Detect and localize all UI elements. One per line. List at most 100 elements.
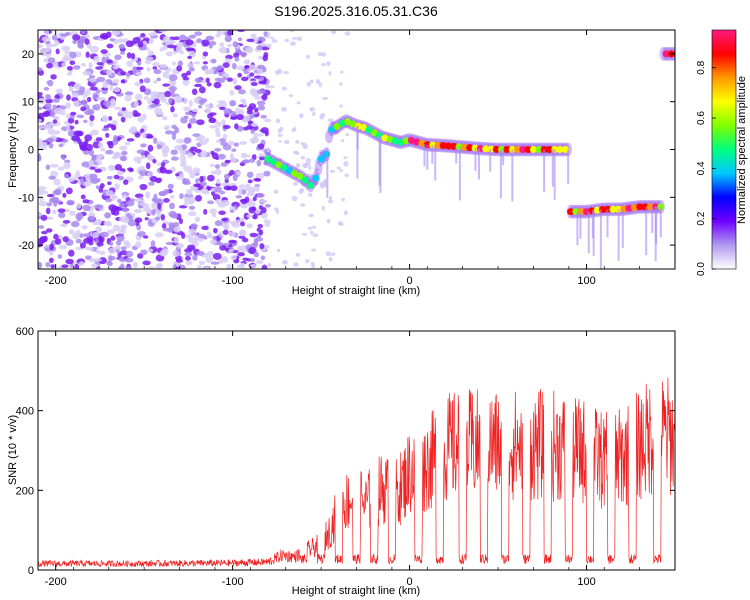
colorbar: 0.0 0.2 0.4 0.6 0.8 Normalized spectral ampl… — [696, 29, 748, 276]
noise-speckle — [172, 250, 180, 257]
noise-speckle — [213, 228, 218, 234]
noise-speckle — [135, 71, 143, 76]
noise-speckle — [163, 145, 169, 152]
noise-speckle — [219, 42, 225, 47]
noise-speckle — [61, 264, 69, 269]
ridge-blob — [535, 146, 543, 153]
noise-speckle — [45, 98, 53, 104]
noise-speckle — [100, 231, 109, 238]
noise-speckle — [288, 30, 295, 33]
noise-speckle — [190, 230, 198, 236]
noise-speckle — [187, 244, 196, 251]
noise-speckle — [318, 82, 322, 88]
noise-speckle — [77, 138, 82, 145]
noise-speckle — [201, 225, 209, 230]
noise-speckle — [38, 189, 44, 196]
noise-speckle — [106, 175, 113, 180]
noise-speckle — [149, 104, 158, 108]
noise-speckle — [136, 149, 146, 154]
noise-speckle — [109, 241, 114, 247]
noise-speckle — [246, 171, 254, 178]
noise-speckle — [48, 43, 57, 48]
ridge-blob — [391, 137, 399, 145]
noise-speckle — [175, 259, 184, 263]
noise-speckle — [57, 208, 66, 213]
spectrogram-ytick-label: 10 — [22, 97, 34, 109]
noise-speckle — [258, 205, 264, 210]
noise-speckle — [159, 47, 165, 52]
ridge-blob — [306, 181, 314, 189]
noise-speckle — [172, 113, 179, 118]
noise-speckle — [227, 30, 234, 36]
noise-speckle — [262, 54, 268, 62]
noise-speckle — [152, 66, 158, 70]
colorbar-ticks: 0.0 0.2 0.4 0.6 0.8 — [696, 60, 716, 276]
noise-speckle — [183, 98, 188, 104]
noise-speckle — [71, 220, 80, 228]
noise-speckle — [63, 159, 71, 163]
noise-speckle — [84, 38, 90, 45]
noise-speckle — [291, 37, 298, 40]
noise-speckle — [218, 242, 224, 247]
noise-speckle — [162, 71, 170, 79]
noise-speckle — [41, 36, 51, 42]
noise-speckle — [228, 239, 237, 244]
noise-speckle — [38, 112, 48, 117]
noise-speckle — [183, 115, 189, 120]
noise-speckle — [194, 31, 203, 36]
noise-speckle — [229, 208, 235, 213]
noise-speckle — [216, 178, 221, 185]
noise-speckle — [260, 127, 269, 134]
noise-speckle — [103, 221, 108, 226]
noise-speckle — [168, 222, 175, 228]
noise-speckle — [46, 45, 51, 52]
noise-speckle — [201, 39, 210, 47]
noise-speckle — [170, 106, 175, 113]
noise-speckle — [91, 154, 97, 162]
noise-speckle — [217, 100, 226, 104]
noise-speckle — [120, 51, 126, 55]
noise-speckle — [81, 225, 88, 230]
noise-speckle — [124, 114, 133, 119]
noise-speckle — [120, 116, 126, 123]
noise-speckle — [150, 240, 156, 248]
noise-speckle — [153, 137, 158, 144]
noise-speckle — [133, 156, 142, 163]
noise-speckle — [128, 111, 133, 115]
noise-speckle — [311, 263, 316, 269]
noise-speckle — [38, 124, 44, 130]
noise-speckle — [78, 261, 85, 266]
noise-speckle — [69, 210, 76, 216]
ridge-blob — [445, 142, 453, 150]
noise-speckle — [187, 55, 193, 60]
noise-speckle — [259, 243, 265, 250]
noise-speckle — [66, 65, 73, 71]
noise-speckle — [325, 251, 332, 257]
noise-speckle — [226, 186, 231, 191]
noise-speckle — [188, 200, 194, 205]
noise-speckle — [69, 60, 76, 66]
noise-speckle — [198, 99, 205, 106]
noise-speckle — [344, 31, 351, 36]
ridge-blob — [413, 138, 421, 146]
noise-speckle — [209, 239, 217, 245]
noise-speckle — [50, 74, 57, 80]
noise-speckle — [275, 118, 281, 124]
noise-speckle — [214, 164, 221, 169]
noise-speckle — [301, 232, 308, 236]
noise-speckle — [45, 94, 52, 100]
noise-speckle — [252, 214, 258, 220]
noise-speckle — [339, 169, 344, 173]
noise-speckle — [107, 181, 112, 186]
noise-speckle — [38, 91, 43, 97]
noise-speckle — [249, 232, 258, 238]
noise-speckle — [247, 179, 253, 184]
noise-speckle — [143, 88, 152, 96]
noise-speckle — [164, 169, 173, 174]
noise-speckle — [229, 89, 235, 96]
noise-speckle — [203, 190, 210, 195]
noise-speckle — [80, 194, 86, 200]
noise-speckle — [330, 121, 336, 126]
noise-speckle — [142, 113, 147, 121]
noise-speckle — [95, 249, 101, 254]
